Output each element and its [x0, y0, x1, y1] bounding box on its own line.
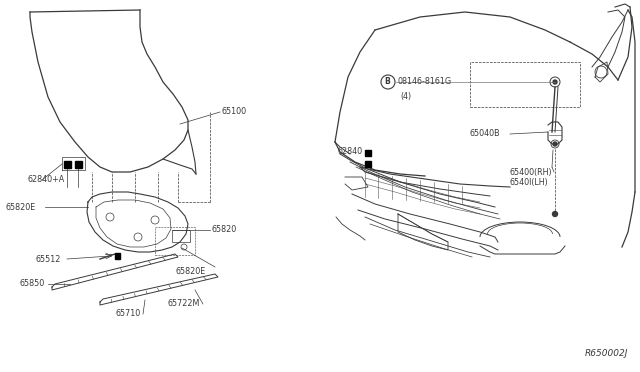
- Bar: [365, 150, 371, 156]
- Circle shape: [553, 142, 557, 146]
- Bar: [365, 161, 371, 167]
- Text: 65040B: 65040B: [470, 129, 500, 138]
- Text: 08146-8161G: 08146-8161G: [398, 77, 452, 87]
- Text: 65850: 65850: [20, 279, 45, 289]
- Text: 62840: 62840: [338, 148, 363, 157]
- Bar: [75, 161, 82, 168]
- Text: R650002J: R650002J: [584, 350, 628, 359]
- Circle shape: [552, 212, 557, 217]
- Bar: [115, 253, 120, 259]
- Text: 65820: 65820: [212, 225, 237, 234]
- Circle shape: [553, 80, 557, 84]
- Text: (4): (4): [400, 93, 411, 102]
- Text: 65512: 65512: [35, 254, 60, 263]
- Text: 65820E: 65820E: [175, 267, 205, 276]
- Text: 65722M: 65722M: [168, 299, 200, 308]
- Bar: [172, 230, 190, 242]
- Text: 65400(RH): 65400(RH): [510, 167, 552, 176]
- Text: B: B: [384, 77, 390, 87]
- Text: 65100: 65100: [222, 108, 247, 116]
- Text: 6540l(LH): 6540l(LH): [510, 177, 548, 186]
- Text: 62840+A: 62840+A: [28, 176, 65, 185]
- Bar: [64, 161, 71, 168]
- Text: 65820E: 65820E: [5, 202, 35, 212]
- Text: 65710: 65710: [115, 310, 140, 318]
